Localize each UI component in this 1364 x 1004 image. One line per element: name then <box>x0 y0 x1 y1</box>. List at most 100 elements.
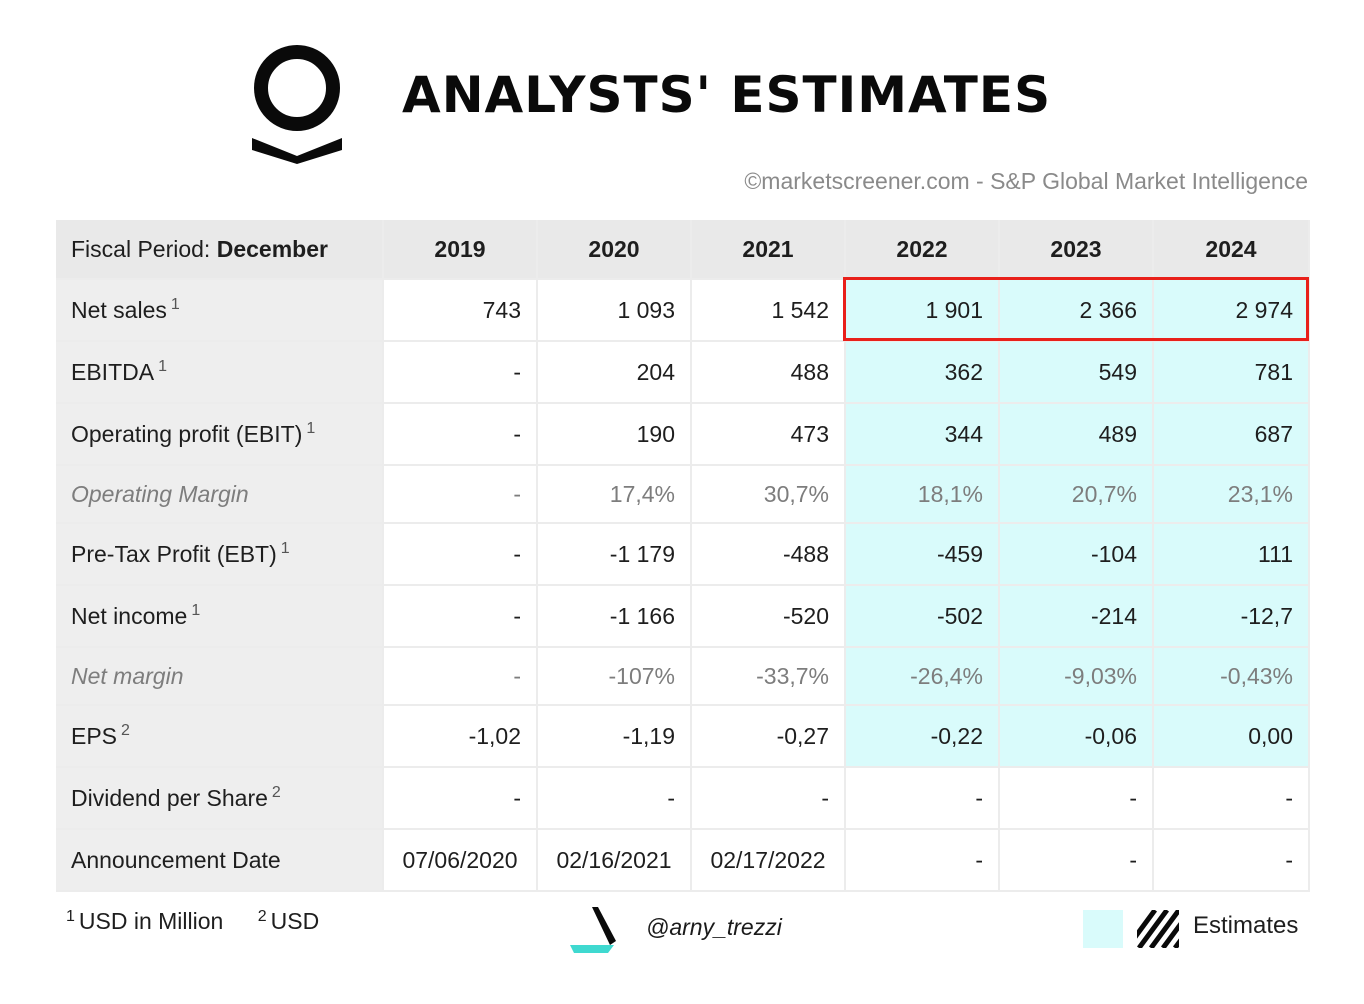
table-cell: 0,00 <box>1153 705 1310 768</box>
table-cell: -104 <box>999 523 1154 586</box>
table-cell: 549 <box>999 341 1154 404</box>
table-cell: 344 <box>845 403 1000 466</box>
fiscal-period-header: Fiscal Period: December <box>56 220 384 280</box>
table-cell: -0,06 <box>999 705 1154 768</box>
table-cell: 30,7% <box>691 465 846 524</box>
row-label: EPS 2 <box>56 705 384 768</box>
table-cell: 781 <box>1153 341 1310 404</box>
table-cell: - <box>383 465 538 524</box>
table-cell: -0,22 <box>845 705 1000 768</box>
table-cell: -1,19 <box>537 705 692 768</box>
row-footnote-mark: 1 <box>158 358 167 375</box>
table-cell: -1 179 <box>537 523 692 586</box>
footnote-1: 1 USD in Million <box>66 908 223 934</box>
row-label: Announcement Date <box>56 829 384 892</box>
row-label-text: Operating Margin <box>71 480 249 507</box>
table-header-row: Fiscal Period: December 2019 2020 2021 2… <box>56 220 1310 280</box>
row-label-text: Dividend per Share <box>71 785 268 811</box>
table-cell: 111 <box>1153 523 1310 586</box>
row-label: Pre-Tax Profit (EBT) 1 <box>56 523 384 586</box>
year-header: 2021 <box>691 220 846 280</box>
year-header: 2020 <box>537 220 692 280</box>
table-cell: -9,03% <box>999 647 1154 706</box>
table-cell: 23,1% <box>1153 465 1310 524</box>
table-row: Announcement Date 07/06/2020 02/16/2021 02/… <box>56 829 1310 892</box>
table-body: Net sales 1 743 1 093 1 542 1 901 2 366 2 974 EB… <box>56 279 1310 892</box>
row-label-text: Operating profit (EBIT) <box>71 421 303 447</box>
estimate-legend-swatch <box>1083 910 1123 948</box>
table-cell: -107% <box>537 647 692 706</box>
table-cell: - <box>383 585 538 648</box>
table-cell: 488 <box>691 341 846 404</box>
table-row: Net sales 1 743 1 093 1 542 1 901 2 366 2 974 <box>56 279 1310 342</box>
table-cell: - <box>537 767 692 830</box>
table-cell: 2 366 <box>999 279 1154 342</box>
table-row: Pre-Tax Profit (EBT) 1- -1 179 -488 -459 -104… <box>56 523 1310 586</box>
table-cell: - <box>383 767 538 830</box>
table-cell: -214 <box>999 585 1154 648</box>
table-cell: 1 901 <box>845 279 1000 342</box>
table-cell: 07/06/2020 <box>383 829 538 892</box>
table-cell: 204 <box>537 341 692 404</box>
footnote-mark: 2 <box>257 908 267 925</box>
legend-label: Estimates <box>1193 912 1299 939</box>
table-cell: 17,4% <box>537 465 692 524</box>
row-label: Net margin <box>56 647 384 706</box>
table-row: Dividend per Share 2- - - - - - <box>56 767 1310 830</box>
table-cell: - <box>691 767 846 830</box>
table-cell: 743 <box>383 279 538 342</box>
palantir-logo-icon <box>252 45 342 164</box>
year-header: 2019 <box>383 220 538 280</box>
table-cell: -520 <box>691 585 846 648</box>
table-cell: 362 <box>845 341 1000 404</box>
year-header: 2024 <box>1153 220 1310 280</box>
table-cell: - <box>999 767 1154 830</box>
row-footnote-mark: 1 <box>170 296 180 313</box>
table-cell: - <box>383 403 538 466</box>
table-cell: 1 093 <box>537 279 692 342</box>
row-label-text: Net margin <box>71 662 184 689</box>
year-header: 2022 <box>845 220 1000 280</box>
table-cell: -1,02 <box>383 705 538 768</box>
row-label-text: Net income <box>71 603 188 629</box>
table-cell: - <box>383 341 538 404</box>
table-cell: - <box>383 647 538 706</box>
table-cell: 1 542 <box>691 279 846 342</box>
row-label: EBITDA 1 <box>56 341 384 404</box>
row-label-text: EBITDA <box>71 359 155 385</box>
source-credit: ©marketscreener.com - S&P Global Market … <box>744 168 1308 194</box>
table-cell: 190 <box>537 403 692 466</box>
row-footnote-mark: 1 <box>280 540 290 557</box>
row-label-text: Announcement Date <box>71 846 281 873</box>
table-cell: - <box>1153 767 1310 830</box>
table-cell: -33,7% <box>691 647 846 706</box>
table-row: EPS 2 -1,02 -1,19 -0,27 -0,22 -0,06 0,00 <box>56 705 1310 768</box>
table-row: EBITDA 1-204 488 362 549 781 <box>56 341 1310 404</box>
row-label-text: Pre-Tax Profit (EBT) <box>71 541 277 567</box>
row-footnote-mark: 1 <box>306 420 316 437</box>
table-cell: -12,7 <box>1153 585 1310 648</box>
table-cell: 473 <box>691 403 846 466</box>
table-cell: -502 <box>845 585 1000 648</box>
hatch-icon <box>1137 910 1179 948</box>
row-label: Dividend per Share 2 <box>56 767 384 830</box>
table-row: Net income 1 - -1 166 -520 -502 -214 -12,7 <box>56 585 1310 648</box>
table-cell: -459 <box>845 523 1000 586</box>
fiscal-period-label: Fiscal Period: <box>71 235 211 262</box>
author-logo-icon <box>570 907 616 953</box>
row-footnote-mark: 1 <box>191 602 201 619</box>
table-cell: -26,4% <box>845 647 1000 706</box>
table-row: Net margin - -107% -33,7% -26,4% -9,03% -0,43% <box>56 647 1310 706</box>
table-row: Operating profit (EBIT) 1-190 473 344 489 687 <box>56 403 1310 466</box>
table-cell: - <box>1153 829 1310 892</box>
table-cell: - <box>845 829 1000 892</box>
table-cell: 489 <box>999 403 1154 466</box>
author-handle: @arny_trezzi <box>646 914 782 940</box>
table-cell: -1 166 <box>537 585 692 648</box>
footnote-2: 2 USD <box>258 908 319 934</box>
year-header: 2023 <box>999 220 1154 280</box>
row-label: Operating profit (EBIT) 1 <box>56 403 384 466</box>
table-cell: - <box>383 523 538 586</box>
row-label-text: EPS <box>71 723 118 749</box>
row-label: Net sales 1 <box>56 279 384 342</box>
